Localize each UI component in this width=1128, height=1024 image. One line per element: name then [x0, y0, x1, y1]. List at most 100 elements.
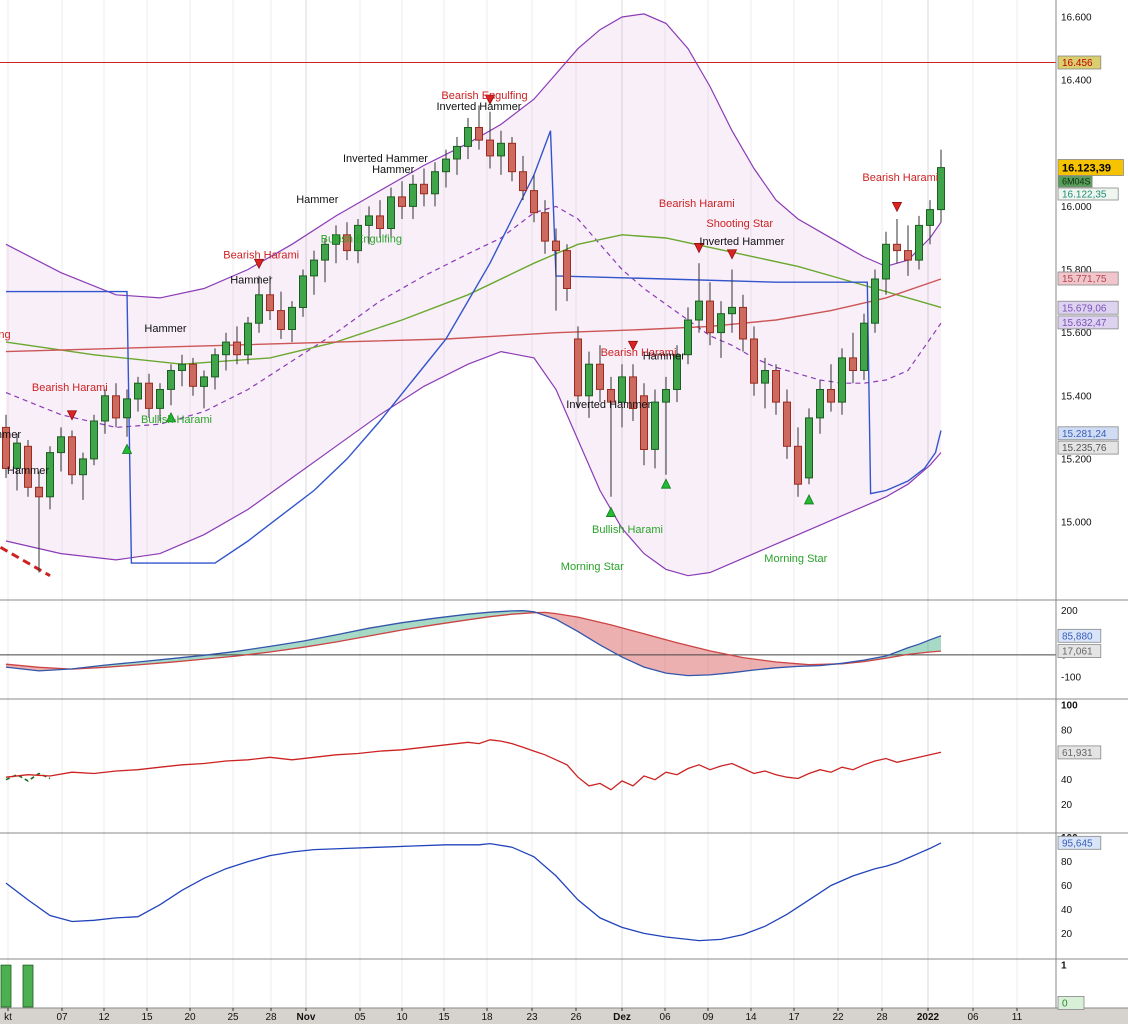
macd-fill-segment	[567, 615, 578, 632]
candle	[585, 351, 593, 418]
bullish-candle-body	[464, 127, 472, 147]
date-tick-label: 15	[141, 1012, 153, 1023]
candle	[926, 200, 934, 245]
date-tick-label: 06	[659, 1012, 671, 1023]
axis-tick-label: 20	[1061, 800, 1073, 811]
bullish-candle-body	[365, 215, 373, 226]
bullish-candle-body	[156, 389, 164, 409]
bearish-candle-body	[607, 389, 615, 403]
bearish-arrow-icon	[627, 340, 639, 352]
bullish-candle-body	[761, 370, 769, 384]
bearish-candle-body	[794, 445, 802, 485]
bullish-arrow-icon	[803, 494, 815, 505]
macd-fill-segment	[754, 659, 765, 670]
value-box-label: 61,931	[1062, 748, 1093, 759]
macd-fill-segment	[699, 648, 710, 676]
bearish-candle-body	[629, 376, 637, 409]
price-axis[interactable]: 16.600 16.400 16.000 15.800 15.600 15.400 15.2…	[1057, 13, 1124, 1010]
bullish-candle-body	[211, 354, 219, 378]
candle	[552, 228, 560, 311]
bullish-candle-body	[618, 376, 626, 403]
bearish-candle-body	[35, 486, 43, 498]
axis-tick-label: 20	[1061, 929, 1073, 940]
value-box	[1057, 426, 1119, 441]
pattern-label: Bearish Harami	[223, 249, 299, 261]
candle	[112, 383, 120, 428]
bearish-candle-body	[706, 300, 714, 334]
pattern-label: Hammer	[230, 275, 273, 287]
bullish-arrow-icon	[660, 478, 672, 489]
candle	[90, 414, 98, 466]
candle	[794, 427, 802, 497]
flags-panel[interactable]	[0, 964, 34, 1008]
value-box-label: 85,880	[1062, 631, 1093, 642]
value-box	[1057, 745, 1102, 760]
pattern-label: Bullish Harami	[592, 524, 663, 536]
date-axis[interactable]: kt 07 12 15 20 25 28 Nov 05 10 15 18 23 26 Dez 06 09 14 17…	[4, 1008, 1023, 1023]
macd-fill-segment	[556, 613, 567, 626]
macd-fill-segment	[424, 618, 435, 627]
macd-fill-segment	[545, 612, 556, 620]
date-tick-label: 05	[354, 1012, 366, 1023]
bearish-candle-body	[772, 370, 780, 403]
bearish-candle-body	[508, 142, 516, 173]
candle	[431, 162, 439, 207]
bearish-candle-body	[783, 401, 791, 447]
candle	[310, 250, 318, 295]
candle	[629, 364, 637, 421]
rsi-panel[interactable]	[5, 739, 942, 791]
candle	[508, 137, 516, 182]
bullish-candle-body	[200, 376, 208, 387]
macd-fill-segment	[732, 655, 743, 673]
bearish-candle-body	[2, 426, 10, 469]
candle	[662, 376, 670, 475]
blue-trail-line	[6, 130, 942, 564]
bullish-candle-body	[332, 234, 340, 245]
candle	[167, 364, 175, 406]
red-ma-line	[5, 278, 942, 353]
macd-fill-segment	[688, 645, 699, 676]
macd-fill-segment	[347, 630, 358, 640]
candle	[255, 275, 263, 333]
macd-panel[interactable]	[0, 610, 1056, 677]
pattern-label: Bearish Engulfing	[441, 90, 527, 102]
candle	[651, 389, 659, 469]
bearish-arrow-icon	[891, 202, 903, 213]
bullish-candle-body	[123, 398, 131, 419]
macd-fill-segment	[402, 621, 413, 630]
candle	[750, 326, 758, 396]
bullish-candle-body	[409, 183, 417, 207]
candle	[574, 326, 582, 409]
candle	[134, 376, 142, 412]
stoch-panel[interactable]	[5, 842, 942, 942]
candle	[79, 452, 87, 500]
pattern-label: Hammer	[7, 465, 50, 477]
bullish-candle-body	[442, 158, 450, 173]
macd-fill-segment	[589, 619, 600, 645]
bullish-candle-body	[860, 322, 868, 372]
value-box	[1057, 175, 1093, 188]
date-tick-label: 17	[788, 1012, 800, 1023]
macd-fill-segment	[622, 627, 633, 663]
pattern-label: Inverted Hammer	[343, 153, 428, 165]
date-tick-label: 25	[227, 1012, 239, 1023]
pattern-label: Bearish Harami	[862, 172, 938, 184]
candle	[57, 427, 65, 472]
bullish-candle-body	[816, 389, 824, 419]
pattern-label: Hammer	[144, 323, 187, 335]
candle	[640, 383, 648, 466]
candle	[288, 301, 296, 343]
candle	[420, 168, 428, 207]
bearish-candle-body	[552, 240, 560, 252]
pattern-label: Shooting Star	[706, 218, 773, 230]
value-box-label: 17,061	[1062, 647, 1093, 658]
macd-fill-segment	[776, 662, 787, 668]
macd-fill-segment	[633, 630, 644, 668]
date-tick-label: 10	[396, 1012, 408, 1023]
bearish-candle-body	[574, 338, 582, 397]
bullish-candle-body	[354, 224, 362, 252]
bullish-candle-body	[431, 171, 439, 195]
